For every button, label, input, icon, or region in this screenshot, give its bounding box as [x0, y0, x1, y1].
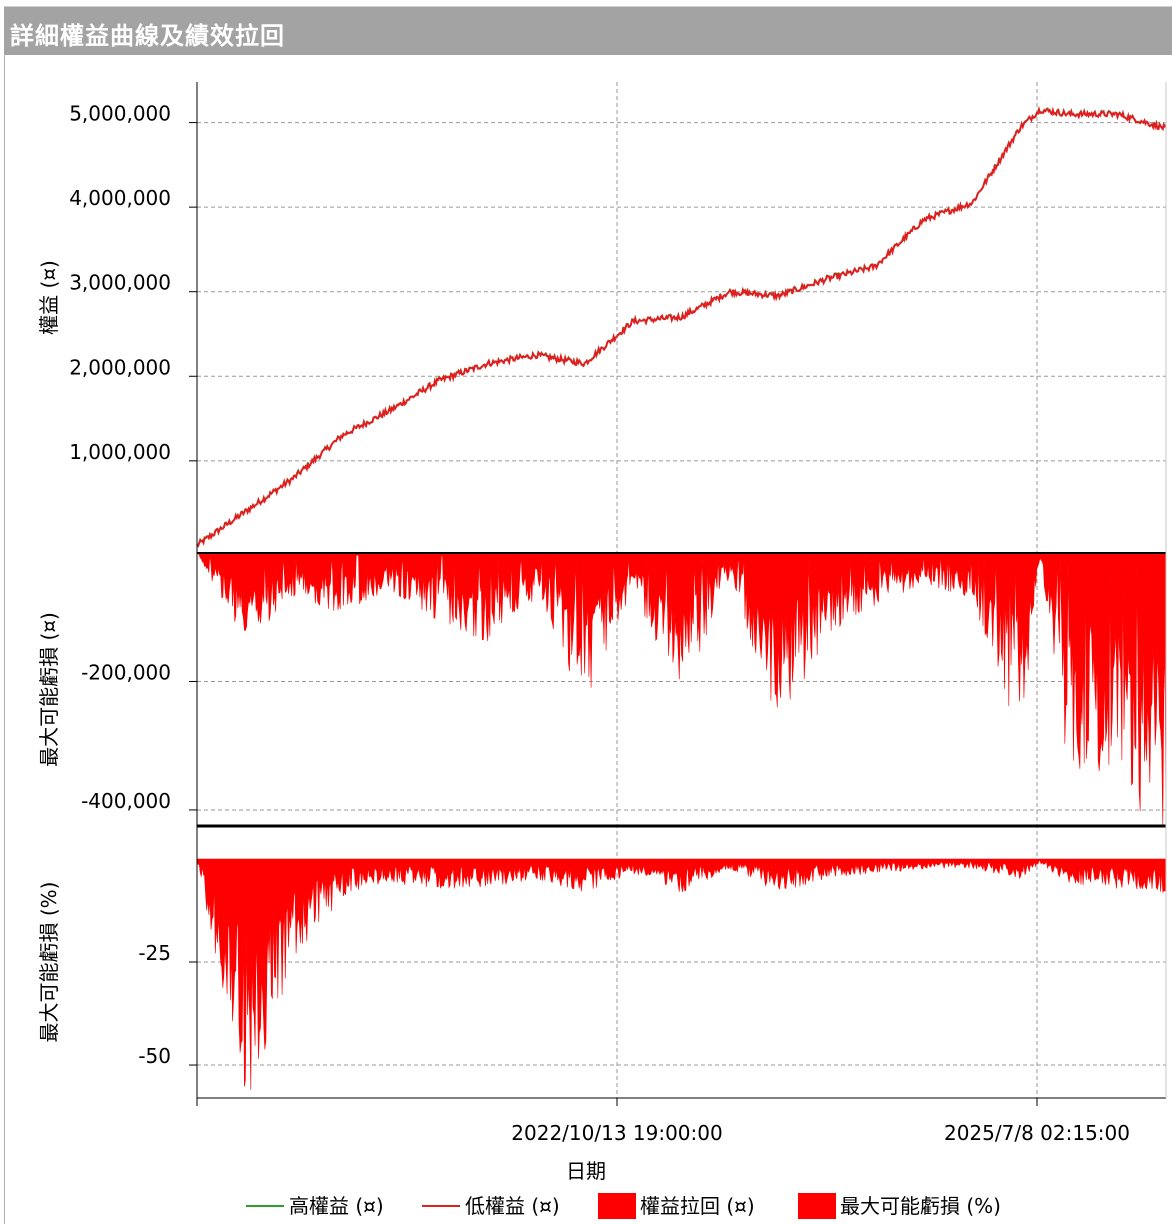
- y-tick-label: -25: [138, 941, 171, 965]
- y-tick-label: 4,000,000: [69, 186, 171, 210]
- y-tick-label: 5,000,000: [69, 102, 171, 126]
- legend-swatch-box: [598, 1193, 636, 1219]
- drawdown-panel: [196, 552, 1167, 827]
- legend-label: 最大可能虧損 (%): [840, 1194, 1001, 1218]
- x-tick-label: 2022/10/13 19:00:00: [511, 1121, 722, 1145]
- axes-layer: 1,000,000 2,000,000 3,000,000 4,000,000 5,00…: [37, 82, 1167, 1145]
- window-left-border: [4, 54, 5, 1224]
- window-title-bar: 詳細權益曲線及績效拉回: [4, 6, 1172, 55]
- x-axis-label: 日期: [566, 1159, 606, 1183]
- window-title: 詳細權益曲線及績效拉回: [10, 22, 285, 50]
- y-tick-label: 2,000,000: [69, 355, 171, 379]
- y-tick-label: -50: [138, 1044, 171, 1068]
- legend-label: 高權益 (¤): [289, 1194, 384, 1218]
- drawdown-percent-panel: [196, 858, 1167, 1090]
- labels-layer: 日期: [566, 1159, 606, 1183]
- series-drawdown-percent-area: [196, 858, 1167, 1090]
- series-low-equity-line: [196, 105, 1167, 548]
- y-tick-label: 1,000,000: [69, 440, 171, 464]
- x-tick-label: 2025/7/8 02:15:00: [944, 1121, 1130, 1145]
- y-axis-title: 最大可能虧損 (%): [37, 882, 61, 1043]
- legend-swatch-box: [798, 1193, 836, 1219]
- y-tick-label: -400,000: [81, 789, 171, 813]
- y-axis-title: 最大可能虧損 (¤): [37, 612, 61, 767]
- legend-label: 低權益 (¤): [465, 1194, 560, 1218]
- series-drawdown-area: [196, 552, 1167, 827]
- y-axis-title: 權益 (¤): [37, 260, 61, 335]
- equity-panel: [196, 105, 1167, 548]
- series-high-equity-line: [196, 106, 1167, 548]
- y-tick-label: 3,000,000: [69, 271, 171, 295]
- legend-label: 權益拉回 (¤): [640, 1194, 755, 1218]
- y-tick-label: -200,000: [81, 660, 171, 684]
- chart-legend: 高權益 (¤) 低權益 (¤) 權益拉回 (¤) 最大可能虧損 (%): [246, 1193, 1001, 1219]
